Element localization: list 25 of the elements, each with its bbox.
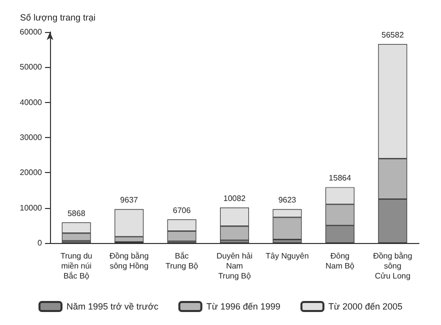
y-tick-label: 30000 — [20, 133, 43, 142]
x-tick-label: Tây Nguyên — [266, 252, 309, 260]
y-tick-label: 0 — [38, 238, 43, 248]
total-label: 6706 — [172, 206, 192, 215]
total-label: 56582 — [382, 30, 404, 40]
y-tick-label: 50000 — [20, 62, 43, 72]
y-axis-title: Số lượng trang trại — [20, 12, 96, 22]
total-label: 9623 — [278, 196, 297, 205]
y-tick-label: 10000 — [20, 203, 43, 212]
legend-label: Từ 2000 đến 2005 — [328, 302, 403, 312]
x-tick-label: Bắc Trung Bộ — [165, 252, 199, 270]
y-tick-label: 60000 — [20, 28, 43, 36]
x-tick-label: Đồng bằng sông Hồng — [109, 252, 149, 270]
y-tick-label: 20000 — [20, 168, 43, 178]
legend-label: Năm 1995 trở về trước — [66, 302, 159, 312]
x-tick-label: Đồng bằng sông Cửu Long — [373, 252, 412, 280]
legend-label: Từ 1996 đến 1999 — [206, 302, 280, 312]
total-label: 15864 — [328, 174, 352, 183]
x-tick-label: Trung du miền núi Bắc Bộ — [60, 252, 92, 280]
x-tick-label: Duyên hải Nam Trung Bộ — [216, 252, 253, 280]
total-label: 5868 — [67, 208, 86, 218]
total-label: 10082 — [223, 194, 246, 204]
total-label: 9637 — [120, 196, 139, 205]
x-tick-label: Đông Nam Bộ — [325, 252, 355, 270]
y-tick-label: 40000 — [20, 98, 43, 107]
